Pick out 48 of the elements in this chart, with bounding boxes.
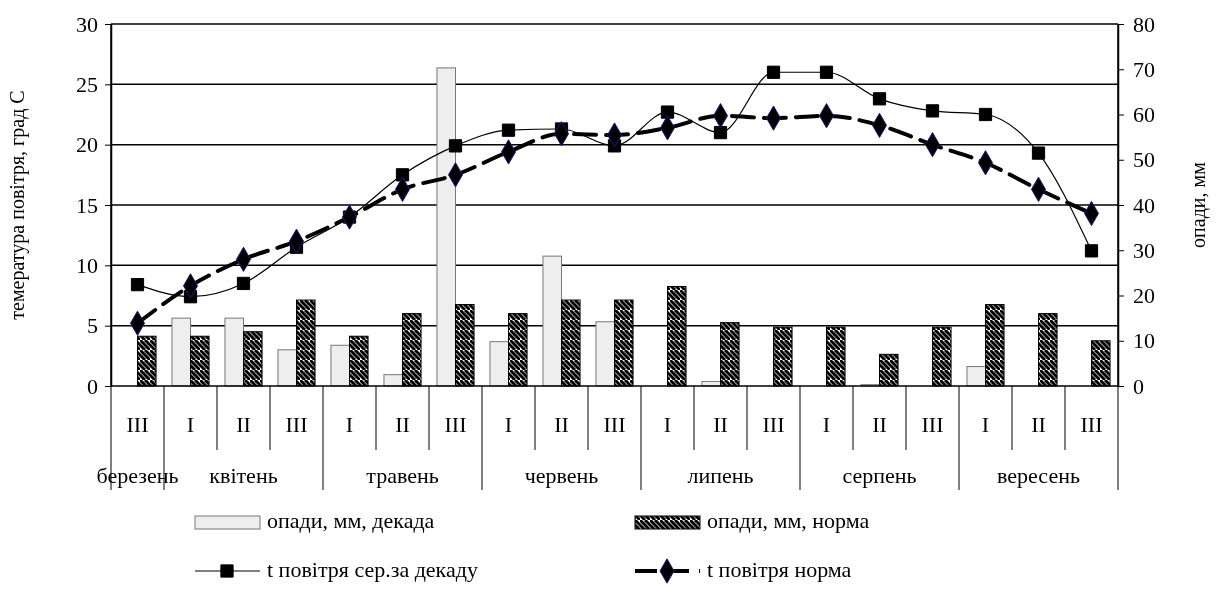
x-tick-label: I <box>345 412 354 437</box>
y2-axis-title: опади, мм <box>1187 161 1210 248</box>
y-tick-label: 0 <box>87 373 98 399</box>
y-tick-label: 5 <box>87 313 98 339</box>
x-tick-label: II <box>1031 412 1046 437</box>
y2-tick-label: 40 <box>1133 192 1155 218</box>
y2-tick-label: 20 <box>1133 283 1155 309</box>
text: березень <box>96 463 179 488</box>
y-axis-title: темература повітря, град С <box>6 90 29 320</box>
y2-tick-label: 0 <box>1133 373 1144 399</box>
y2-tick-label: 80 <box>1133 11 1155 37</box>
x-tick-label: II <box>872 412 887 437</box>
y2-tick-label: 30 <box>1133 237 1155 263</box>
y-tick-label: 30 <box>76 11 98 37</box>
x-tick-label: II <box>395 412 410 437</box>
y2-tick-label: 60 <box>1133 102 1155 128</box>
x-tick-label: III <box>126 412 149 437</box>
y2-tick-label: 50 <box>1133 147 1155 173</box>
y-tick-label: 20 <box>76 132 98 158</box>
x-tick-label: III <box>762 412 785 437</box>
y2-tick-label: 10 <box>1133 328 1155 354</box>
legend-label: t повітря сер.за декаду <box>267 557 478 582</box>
x-tick-label: I <box>981 412 990 437</box>
text: травень <box>366 463 439 488</box>
x-tick-label: III <box>921 412 944 437</box>
x-tick-label: III <box>444 412 467 437</box>
text: червень <box>524 463 599 488</box>
x-tick-label: II <box>236 412 251 437</box>
y2-tick-label: 70 <box>1133 56 1155 82</box>
x-tick-label: III <box>1080 412 1103 437</box>
text: квітень <box>209 463 278 488</box>
x-tick-label: I <box>822 412 831 437</box>
text: липень <box>687 463 754 488</box>
x-tick-label: I <box>663 412 672 437</box>
legend-label: опади, мм, норма <box>707 508 870 533</box>
x-tick-label: III <box>603 412 626 437</box>
x-tick-label: I <box>186 412 195 437</box>
x-tick-label: II <box>713 412 728 437</box>
legend-label: опади, мм, декада <box>267 508 435 533</box>
text: вересень <box>997 463 1080 488</box>
x-tick-label: II <box>554 412 569 437</box>
text: серпень <box>842 463 917 488</box>
x-tick-label: I <box>504 412 513 437</box>
x-tick-label: III <box>285 412 308 437</box>
y-tick-label: 10 <box>76 252 98 278</box>
y-tick-label: 25 <box>76 71 98 97</box>
y-tick-label: 15 <box>76 192 98 218</box>
legend-label: t повітря норма <box>707 557 852 582</box>
